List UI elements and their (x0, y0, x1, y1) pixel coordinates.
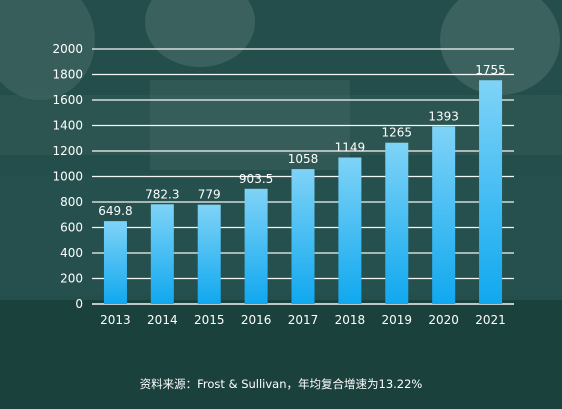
bar-value-label: 903.5 (239, 172, 273, 186)
x-tick-label: 2015 (194, 313, 225, 327)
bars (103, 80, 503, 304)
bar-value-label: 1149 (335, 141, 366, 155)
bar-value-label: 1755 (475, 63, 506, 77)
y-tick-label: 2000 (52, 42, 83, 56)
bar-value-label: 1265 (382, 126, 413, 140)
x-tick-label: 2014 (147, 313, 178, 327)
x-tick-label: 2013 (100, 313, 131, 327)
y-tick-label: 1400 (52, 119, 83, 133)
bar (244, 188, 268, 304)
bar (150, 204, 174, 304)
bar (291, 169, 315, 304)
x-axis-tick-labels: 2013 2014 2015 2016 2017 2018 2019 2020 2021 (100, 313, 506, 327)
x-tick-label: 2017 (288, 313, 319, 327)
x-tick-label: 2021 (475, 313, 506, 327)
bar-value-label: 649.8 (98, 204, 132, 218)
y-tick-label: 400 (60, 246, 83, 260)
x-tick-label: 2019 (382, 313, 413, 327)
y-axis-tick-labels: 0 200 400 600 800 1000 1200 1400 1600 1800 2000 (52, 42, 83, 311)
bar (479, 80, 503, 304)
bar (432, 126, 456, 304)
x-tick-label: 2020 (428, 313, 459, 327)
y-tick-label: 0 (75, 297, 83, 311)
bar-value-label: 1393 (428, 109, 459, 123)
source-note: 资料来源：Frost & Sullivan，年均复合增速为13.22% (139, 377, 423, 391)
bar-data-labels: 649.8 782.3 779 903.5 1058 1149 1265 1393 1755 (98, 63, 506, 218)
x-tick-label: 2018 (335, 313, 366, 327)
y-tick-label: 600 (60, 221, 83, 235)
y-tick-label: 1800 (52, 68, 83, 82)
bar-value-label: 782.3 (145, 187, 179, 201)
bar (103, 221, 127, 304)
y-tick-label: 200 (60, 272, 83, 286)
y-tick-label: 1200 (52, 144, 83, 158)
x-tick-label: 2016 (241, 313, 272, 327)
bar-value-label: 779 (198, 188, 221, 202)
y-tick-label: 800 (60, 195, 83, 209)
y-tick-label: 1600 (52, 93, 83, 107)
y-tick-label: 1000 (52, 170, 83, 184)
bar (385, 142, 409, 304)
bar (197, 204, 221, 304)
bar (338, 157, 362, 304)
bar-value-label: 1058 (288, 152, 319, 166)
